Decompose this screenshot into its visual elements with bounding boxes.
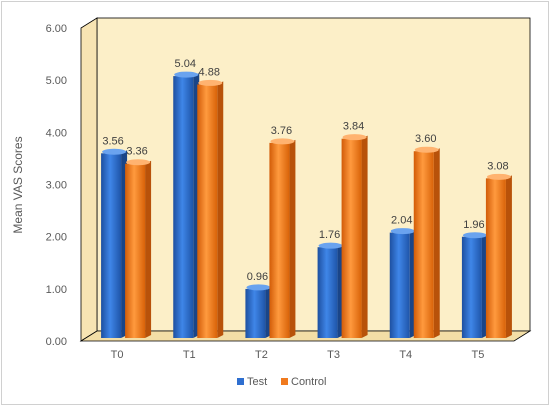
- bar-control-t3: [341, 138, 362, 338]
- bar-top: [102, 148, 127, 155]
- x-tick-label: T0: [111, 349, 124, 361]
- bar-top: [462, 232, 487, 239]
- y-tick-label: 4.00: [46, 127, 67, 139]
- bar-test-t3: [317, 247, 338, 338]
- data-label-control-t0: 3.36: [126, 146, 147, 158]
- legend-swatch: [281, 378, 288, 385]
- bar-top: [270, 138, 295, 145]
- data-label-control-t1: 4.88: [199, 66, 220, 78]
- bars: [101, 71, 512, 338]
- bar-test-t0: [101, 153, 122, 338]
- bar-test-t5: [461, 236, 482, 338]
- x-tick-label: T5: [471, 349, 484, 361]
- bar-test-t1: [173, 76, 194, 338]
- legend: Test Control: [237, 376, 326, 388]
- bar-side: [145, 160, 152, 338]
- y-tick-label: 6.00: [46, 23, 67, 35]
- data-label-test-t0: 3.56: [102, 135, 123, 147]
- data-label-test-t2: 0.96: [247, 271, 268, 283]
- bar-side: [433, 148, 440, 338]
- data-label-test-t5: 1.96: [463, 219, 484, 231]
- bar-control-t4: [413, 151, 434, 338]
- bar-control-t1: [197, 84, 218, 338]
- plot-side-wall: [80, 17, 98, 342]
- data-label-test-t4: 2.04: [391, 215, 412, 227]
- y-tick-label: 3.00: [46, 180, 67, 192]
- y-tick-label: 5.00: [46, 75, 67, 87]
- data-label-test-t3: 1.76: [319, 229, 340, 241]
- axes: 0.00 1.00 2.00 3.00 4.00 5.00 6.00 T0 T1 T2 T3 T4 T5: [46, 23, 485, 361]
- x-tick-label: T2: [255, 349, 268, 361]
- bar-top: [246, 284, 271, 291]
- data-labels: 3.563.36 5.044.88 0.96 3.76 1.76 3.84 2.04 3.60…: [102, 58, 508, 283]
- y-tick-label: 0.00: [46, 336, 67, 348]
- bar-top: [318, 242, 343, 249]
- bar-top: [126, 159, 151, 166]
- bar-side: [361, 135, 368, 338]
- bar-top: [486, 173, 511, 180]
- bar-top: [342, 134, 367, 141]
- data-label-control-t2: 3.76: [271, 125, 292, 137]
- bar-top: [174, 71, 199, 78]
- x-tick-label: T3: [327, 349, 340, 361]
- legend-swatch: [237, 378, 244, 385]
- bar-top: [198, 79, 223, 86]
- y-axis-label: Mean VAS Scores: [11, 136, 25, 233]
- x-tick-label: T4: [399, 349, 412, 361]
- x-tick-label: T1: [183, 349, 196, 361]
- bar-test-t2: [245, 288, 266, 338]
- bar-control-t5: [485, 178, 506, 338]
- legend-label: Control: [291, 376, 326, 388]
- data-label-control-t5: 3.08: [487, 160, 508, 172]
- y-tick-label: 2.00: [46, 232, 67, 244]
- plot-background: [79, 17, 532, 342]
- bar-test-t4: [389, 232, 410, 338]
- bar-control-t0: [125, 163, 146, 338]
- data-label-control-t3: 3.84: [343, 121, 364, 133]
- bar-side: [289, 139, 296, 338]
- plot-back-wall: [96, 17, 531, 332]
- data-label-test-t1: 5.04: [175, 58, 196, 70]
- bar-top: [390, 228, 415, 235]
- data-label-control-t4: 3.60: [415, 133, 436, 145]
- y-tick-label: 1.00: [46, 284, 67, 296]
- bar-control-t2: [269, 142, 290, 338]
- bar-side: [217, 81, 224, 338]
- bar-side: [505, 175, 512, 338]
- bar-top: [414, 146, 439, 153]
- legend-label: Test: [247, 376, 267, 388]
